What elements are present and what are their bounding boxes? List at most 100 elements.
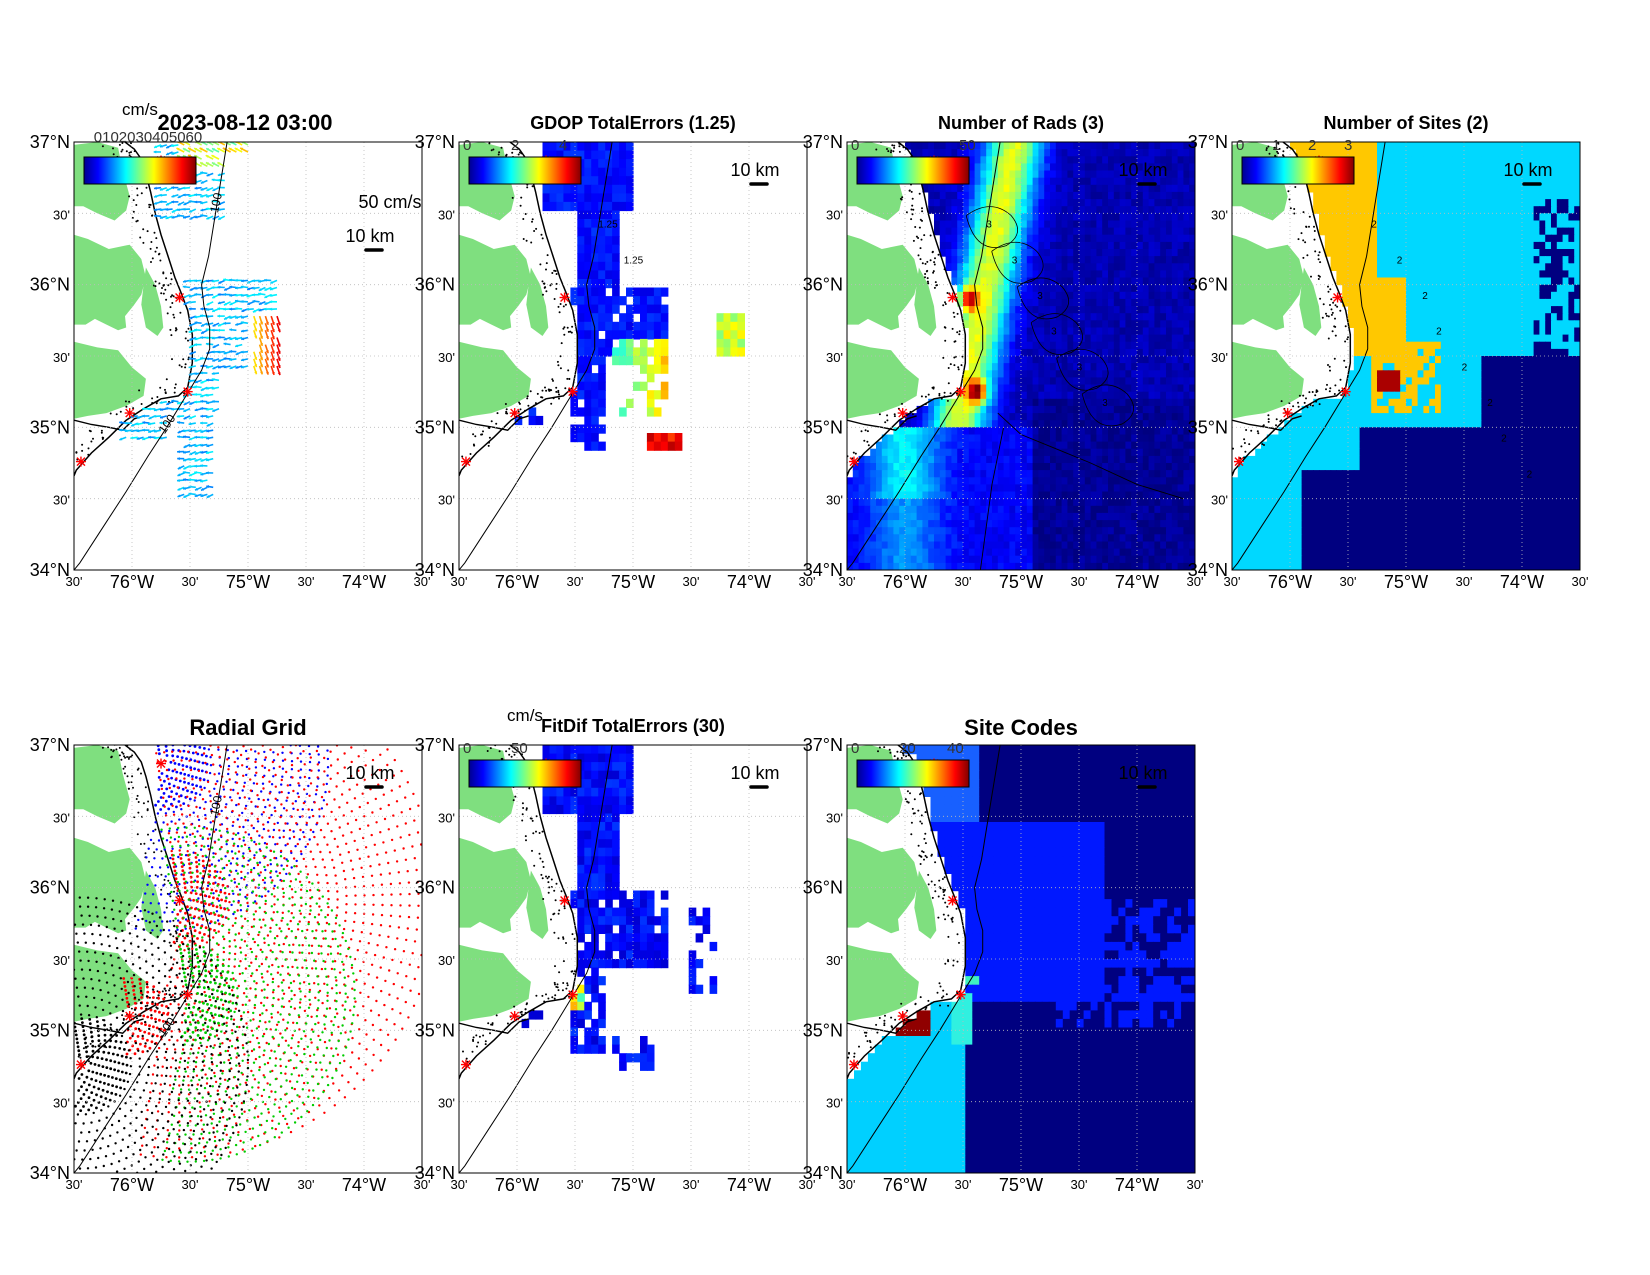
data-cell bbox=[563, 150, 571, 160]
data-cell bbox=[1003, 448, 1010, 457]
data-cell bbox=[1119, 227, 1126, 236]
data-cell bbox=[1050, 441, 1057, 450]
data-cell bbox=[1177, 562, 1184, 570]
data-cell bbox=[1171, 177, 1179, 186]
data-cell bbox=[1125, 534, 1132, 542]
data-cell bbox=[951, 234, 958, 243]
data-cell bbox=[1096, 327, 1103, 336]
data-cell bbox=[1067, 149, 1074, 157]
data-cell bbox=[922, 184, 929, 193]
data-cell bbox=[626, 201, 634, 212]
data-cell bbox=[1038, 441, 1045, 450]
data-cell bbox=[653, 356, 662, 366]
current-vector-head bbox=[183, 458, 186, 462]
current-vector-head bbox=[217, 323, 221, 327]
data-cell bbox=[1032, 227, 1039, 236]
data-cell bbox=[1171, 534, 1179, 542]
current-vector-head bbox=[211, 207, 215, 211]
data-cell bbox=[870, 470, 877, 478]
data-cell bbox=[1330, 142, 1337, 150]
data-cell bbox=[605, 338, 613, 349]
data-cell bbox=[1142, 206, 1150, 214]
data-cell bbox=[1055, 420, 1063, 428]
data-cell bbox=[1032, 548, 1039, 557]
data-cell bbox=[591, 407, 599, 417]
coast-detail-dot bbox=[136, 187, 139, 190]
data-cell bbox=[1359, 142, 1366, 150]
data-cell bbox=[997, 177, 1005, 186]
data-cell bbox=[1160, 170, 1167, 179]
data-cell bbox=[847, 491, 854, 500]
data-cell bbox=[1137, 448, 1144, 457]
data-cell bbox=[1055, 498, 1063, 507]
data-cell bbox=[619, 201, 627, 212]
data-cell bbox=[1009, 527, 1016, 535]
data-cell bbox=[864, 498, 871, 507]
coast-detail-dot bbox=[487, 444, 490, 447]
data-cell bbox=[864, 534, 871, 542]
data-cell bbox=[928, 548, 935, 557]
site-marker bbox=[182, 386, 193, 397]
current-vector-head bbox=[171, 209, 175, 213]
data-cell bbox=[1032, 184, 1039, 193]
data-cell bbox=[986, 277, 993, 286]
data-cell bbox=[858, 541, 865, 550]
coast-detail-dot bbox=[843, 458, 845, 460]
data-cell bbox=[963, 256, 970, 264]
data-cell bbox=[1050, 163, 1057, 172]
data-cell bbox=[963, 512, 970, 521]
data-cell bbox=[957, 213, 964, 221]
current-vector-head bbox=[201, 330, 205, 334]
current-vector-head bbox=[211, 378, 215, 382]
data-cell bbox=[1195, 449, 1201, 457]
data-cell bbox=[980, 555, 987, 564]
data-cell bbox=[1142, 441, 1150, 450]
data-cell bbox=[1125, 206, 1132, 214]
data-cell bbox=[1113, 163, 1121, 172]
current-vector-head bbox=[223, 292, 227, 296]
data-cell bbox=[1055, 534, 1063, 542]
current-vector-head bbox=[194, 321, 198, 325]
data-cell bbox=[1108, 520, 1115, 528]
data-cell bbox=[992, 263, 999, 271]
data-cell bbox=[640, 356, 648, 366]
data-cell bbox=[1038, 448, 1045, 457]
data-cell bbox=[1026, 177, 1034, 186]
data-cell bbox=[968, 256, 976, 264]
data-cell bbox=[1108, 384, 1115, 393]
data-cell bbox=[1160, 184, 1167, 193]
data-cell bbox=[852, 562, 860, 570]
data-cell bbox=[1189, 263, 1195, 271]
data-cell bbox=[1032, 241, 1039, 250]
data-cell bbox=[598, 210, 606, 220]
data-cell bbox=[1189, 484, 1195, 493]
data-cell bbox=[626, 184, 634, 194]
data-cell bbox=[1021, 377, 1028, 386]
data-cell bbox=[660, 433, 669, 443]
data-cell bbox=[1102, 477, 1109, 485]
data-cell bbox=[1015, 505, 1022, 514]
data-cell bbox=[640, 381, 648, 391]
data-cell bbox=[980, 163, 987, 172]
data-cell bbox=[1102, 163, 1109, 172]
data-cell bbox=[980, 405, 987, 414]
data-cell bbox=[1050, 191, 1057, 200]
data-cell bbox=[1067, 434, 1074, 443]
data-cell bbox=[1015, 348, 1022, 357]
current-vector-head bbox=[183, 279, 186, 283]
coast-detail-dot bbox=[911, 413, 914, 416]
current-vector-head bbox=[200, 472, 204, 476]
data-cell bbox=[934, 413, 941, 421]
data-cell bbox=[1015, 234, 1022, 243]
data-cell bbox=[1021, 142, 1028, 150]
coast-detail-dot bbox=[555, 390, 558, 393]
data-cell bbox=[1113, 370, 1121, 378]
data-cell bbox=[1137, 241, 1144, 250]
data-cell bbox=[1148, 377, 1155, 386]
data-cell bbox=[1137, 541, 1144, 550]
current-vector-head bbox=[182, 186, 186, 190]
data-cell bbox=[1125, 163, 1132, 172]
data-cell bbox=[653, 330, 662, 340]
data-cell bbox=[1119, 562, 1126, 570]
data-cell bbox=[957, 149, 964, 157]
